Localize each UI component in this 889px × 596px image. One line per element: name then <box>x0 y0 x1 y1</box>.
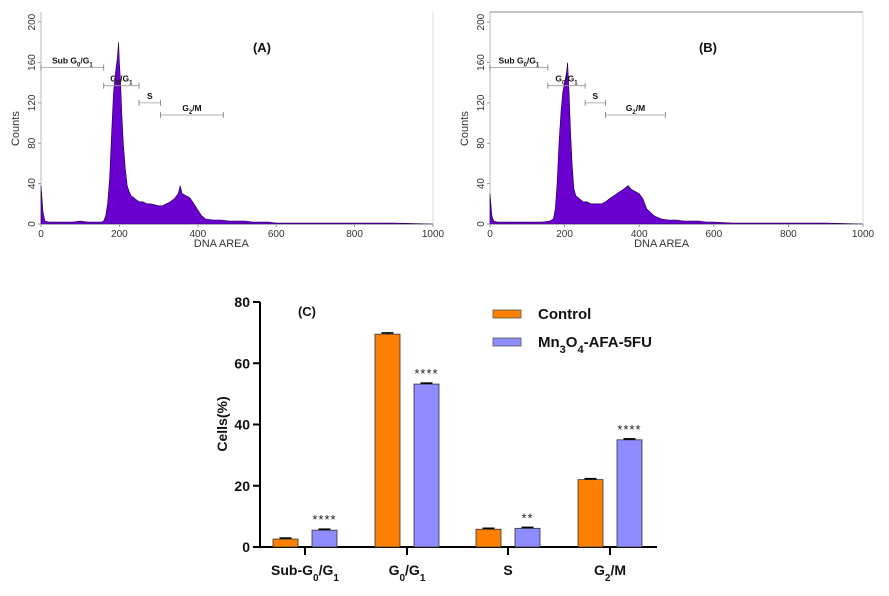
y-tick-label: 160 <box>27 54 38 71</box>
y-tick-label: 160 <box>476 54 487 71</box>
gate-label: G2/M <box>182 103 201 116</box>
bar-control <box>475 528 502 548</box>
x-tick-label: 800 <box>346 229 363 240</box>
y-tick-label: 120 <box>476 94 487 111</box>
panel-label: (B) <box>699 40 717 55</box>
legend-swatch <box>492 337 522 347</box>
significance-label: **** <box>617 422 641 437</box>
bar-control <box>272 538 299 548</box>
panel-label: (C) <box>298 304 316 319</box>
x-tick-label: 800 <box>780 229 797 240</box>
bar-mn3o4-afa-5fu <box>311 529 338 548</box>
x-tick-label: S <box>503 562 512 578</box>
legend-swatch <box>492 309 522 319</box>
x-tick-label: 1000 <box>422 229 445 240</box>
y-tick-label: 0 <box>27 221 38 227</box>
y-axis-title: Cells(%) <box>214 396 230 451</box>
x-tick-label: 400 <box>189 229 206 240</box>
gate-label: S <box>593 91 599 101</box>
x-tick-label: 400 <box>631 229 648 240</box>
y-tick-label: 20 <box>234 478 250 494</box>
gate-label: S <box>147 91 153 101</box>
histogram-area <box>40 42 434 225</box>
histogram-area <box>489 62 864 225</box>
y-tick-label: 80 <box>234 294 250 310</box>
x-tick-label: G2/M <box>594 562 626 584</box>
y-tick-label: 40 <box>27 178 38 190</box>
significance-label: **** <box>312 512 336 527</box>
gate-label: G2/M <box>626 103 645 116</box>
bar-control <box>374 333 401 548</box>
y-tick-label: 60 <box>234 355 250 371</box>
gate-label: Sub G0/G1 <box>499 56 540 69</box>
x-tick-label: 200 <box>556 229 573 240</box>
x-tick-label: 600 <box>268 229 285 240</box>
bar-mn3o4-afa-5fu <box>514 527 541 548</box>
x-tick-label: 600 <box>705 229 722 240</box>
histogram-panel-B: 0 200 400 600 800 1000 0 40 80 120 160 200 DNA AREA C… <box>459 11 875 250</box>
gate-label: G0/G1 <box>110 74 133 87</box>
panel-label: (A) <box>253 40 271 55</box>
y-tick-label: 200 <box>27 13 38 30</box>
histogram-panel-A: 0 200 400 600 800 1000 0 40 80 120 160 200 DNA AREA C… <box>10 12 445 250</box>
y-tick-label: 0 <box>242 539 250 555</box>
x-tick-label: 0 <box>487 229 493 240</box>
x-tick-label: Sub-G0/G1 <box>271 562 339 584</box>
y-tick-label: 0 <box>476 221 487 227</box>
y-tick-label: 120 <box>27 94 38 111</box>
x-axis-title: DNA AREA <box>634 238 690 250</box>
y-axis-title: Counts <box>10 111 22 146</box>
y-tick-label: 40 <box>476 178 487 190</box>
gate-label: G0/G1 <box>555 74 578 87</box>
significance-label: **** <box>414 366 438 381</box>
y-tick-label: 40 <box>234 417 250 433</box>
bar-control <box>577 479 604 548</box>
x-tick-label: 1000 <box>852 229 875 240</box>
bar-mn3o4-afa-5fu <box>413 383 440 548</box>
y-axis-title: Counts <box>459 111 471 146</box>
x-tick-label: 200 <box>111 229 128 240</box>
y-tick-label: 80 <box>476 137 487 149</box>
legend-label: Mn3O4-AFA-5FU <box>538 334 652 356</box>
x-tick-label: G0/G1 <box>389 562 426 584</box>
legend: Control Mn3O4-AFA-5FU <box>492 306 652 356</box>
x-tick-label: 0 <box>38 229 44 240</box>
x-axis-title: DNA AREA <box>194 238 250 250</box>
y-tick-label: 80 <box>27 137 38 149</box>
y-tick-label: 200 <box>476 13 487 30</box>
bar-mn3o4-afa-5fu <box>616 439 643 548</box>
significance-label: ** <box>521 510 533 525</box>
bar-chart-panel-C: 0 20 40 60 80 Cells(%) (C) Sub-G0/G1 **** G0/G1 **… <box>214 294 657 584</box>
gate-label: Sub G0/G1 <box>52 56 93 69</box>
legend-label: Control <box>538 306 591 323</box>
